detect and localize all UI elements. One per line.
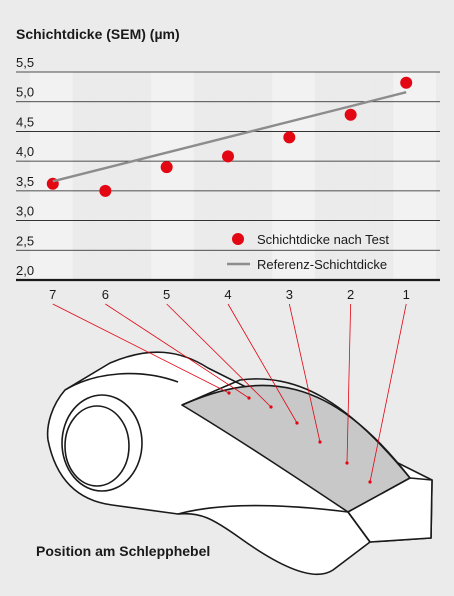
surface-back-edge xyxy=(181,378,411,479)
data-point xyxy=(222,150,234,163)
y-tick-label: 2,5 xyxy=(16,233,34,248)
bore-inner xyxy=(64,405,130,487)
rocker-arm-drawing xyxy=(46,351,433,576)
x-tick-label: 2 xyxy=(347,287,354,302)
column-band xyxy=(211,72,255,280)
y-tick-label: 2,0 xyxy=(16,263,34,278)
position-marker xyxy=(345,461,349,465)
leader-line xyxy=(369,303,407,483)
data-point xyxy=(99,184,112,197)
position-marker xyxy=(368,480,372,484)
position-marker xyxy=(295,421,299,425)
legend-marker-points xyxy=(232,233,244,245)
position-marker xyxy=(269,405,273,409)
x-tick-labels: 7 6 5 4 3 2 1 xyxy=(49,287,410,302)
gridlines xyxy=(16,71,440,282)
column-bands xyxy=(0,68,454,280)
y-tick-label: 4,5 xyxy=(16,114,34,129)
y-tick-labels: 2,0 2,5 3,0 3,5 4,0 4,5 5,0 5,5 xyxy=(16,55,34,278)
position-marker xyxy=(318,440,322,444)
leader-line xyxy=(288,303,321,443)
reference-line xyxy=(52,91,407,183)
side-lower-edge xyxy=(177,504,349,515)
end-face-edge xyxy=(347,511,371,543)
column-band xyxy=(272,72,315,280)
bore-outer xyxy=(61,394,143,492)
lever-body-outline xyxy=(46,351,433,576)
y-tick-label: 5,0 xyxy=(16,85,34,100)
x-tick-label: 6 xyxy=(102,287,109,302)
diagram-caption: Position am Schlepphebel xyxy=(36,543,211,559)
column-band xyxy=(151,72,194,280)
legend: Schichtdicke nach Test Referenz-Schichtdi… xyxy=(227,232,389,272)
legend-label-points: Schichtdicke nach Test xyxy=(257,232,389,247)
position-marker xyxy=(247,396,251,400)
x-tick-label: 5 xyxy=(163,287,170,302)
x-tick-label: 3 xyxy=(286,287,293,302)
plot-area xyxy=(46,76,413,197)
column-band xyxy=(393,72,436,280)
column-band xyxy=(332,72,376,280)
x-tick-label: 4 xyxy=(224,287,231,302)
leader-line xyxy=(346,303,352,464)
y-tick-label: 3,0 xyxy=(16,204,34,219)
leader-lines xyxy=(52,303,407,484)
column-band xyxy=(30,72,73,280)
legend-label-line: Referenz-Schichtdicke xyxy=(257,257,387,272)
data-point xyxy=(283,131,296,144)
chart-title: Schichtdicke (SEM) (µm) xyxy=(16,26,180,42)
column-band xyxy=(90,72,134,280)
data-point xyxy=(344,108,357,121)
y-tick-label: 5,5 xyxy=(16,55,34,70)
data-point xyxy=(160,161,173,174)
y-tick-label: 4,0 xyxy=(16,144,34,159)
leader-line xyxy=(227,303,298,424)
data-point xyxy=(400,76,413,89)
y-tick-label: 3,5 xyxy=(16,174,34,189)
leader-line xyxy=(166,303,272,408)
lever-top-edge xyxy=(64,372,179,391)
position-marker xyxy=(227,391,231,395)
x-tick-label: 7 xyxy=(49,287,56,302)
x-tick-label: 1 xyxy=(403,287,410,302)
leader-line xyxy=(52,303,230,394)
leader-line xyxy=(105,303,250,399)
